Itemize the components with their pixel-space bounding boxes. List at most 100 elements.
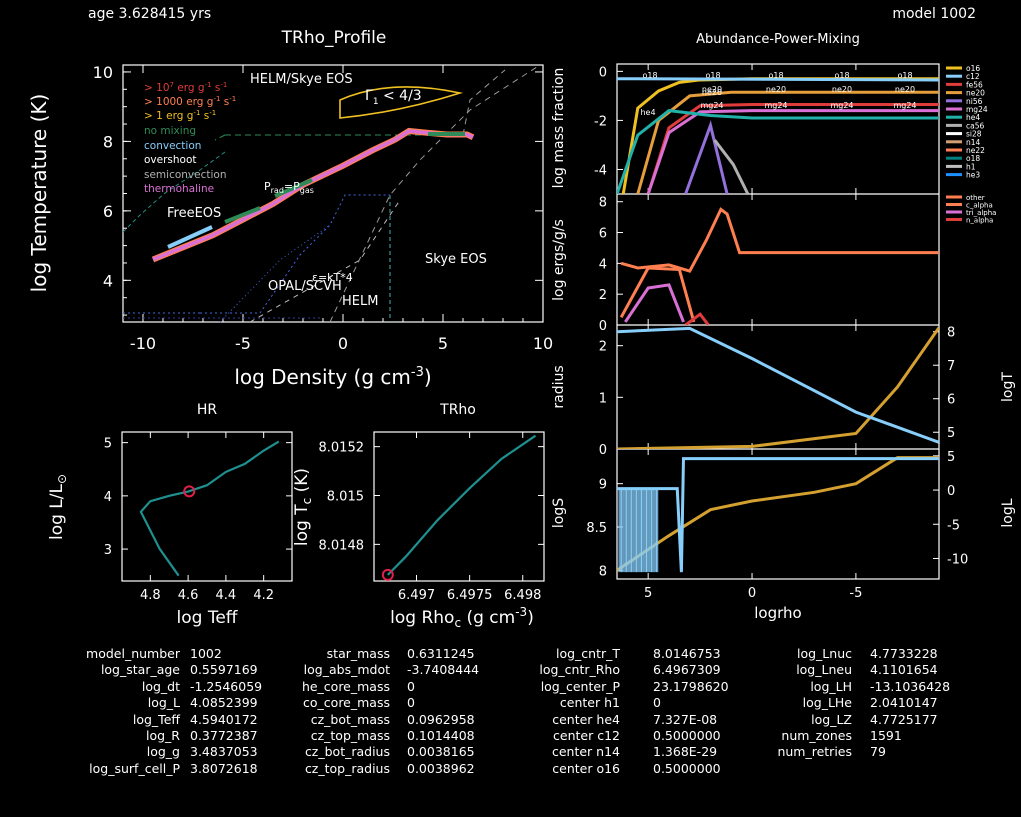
trho-profile-legend: > 107 erg g-1 s-1 > 1000 erg g-1 s-1 > 1… [144, 81, 236, 195]
series-logT [617, 326, 939, 444]
info-col-4: log_Lnuc 4.7733228 log_Lneu 4.1101654 log_LH… [0, 646, 1000, 761]
series-other [619, 266, 696, 323]
legend-label: c12 [966, 72, 980, 81]
legend-label: c_alpha [966, 202, 993, 210]
legend-label: mg24 [966, 105, 988, 114]
info-key: log_surf_cell_P [89, 760, 180, 776]
trho-profile-ticks: -10 -5 0 5 10 4 6 8 10 [93, 63, 554, 353]
info-table: model_number 1002 log_star_age 0.5597169 log… [0, 646, 1021, 786]
info-key: log_R [146, 727, 180, 743]
info-key: center he4 [552, 711, 620, 727]
abundance-ylabel: log mass fraction [551, 68, 567, 189]
trho-title: TRho [439, 402, 476, 418]
info-row: log_cntr_Rho 6.4967309 [0, 662, 800, 678]
info-key: model_number [86, 646, 180, 661]
inline-label: mg24 [700, 101, 723, 110]
info-key: he_core_mass [301, 678, 390, 694]
info-key: cz_top_mass [310, 727, 390, 743]
y-tick-label: -5 [947, 518, 960, 533]
series-c_alpha [620, 207, 939, 273]
y-tick-label: 4 [103, 271, 113, 290]
info-row: log_Lneu 4.1101654 [0, 662, 1000, 678]
trho-ticks: 6.497 6.4975 6.498 8.0148 8.015 8.0152 [319, 432, 544, 603]
inline-label: o18 [897, 71, 912, 80]
series-c12 [617, 77, 939, 82]
info-row: cz_bot_mass 0.0962958 [0, 712, 530, 728]
trho-profile-xlabel: log Density (g cm-3) [234, 365, 431, 389]
y-tick-label: 6 [947, 393, 955, 408]
info-row: log_center_P 23.1798620 [0, 679, 800, 695]
info-key: log_star_age [100, 662, 180, 678]
info-value: 0.0038962 [407, 760, 475, 776]
legend-no-mixing: no mixing [144, 125, 196, 137]
series-logS [617, 456, 939, 572]
inline-label: ne20 [832, 85, 852, 94]
info-value: 0 [407, 678, 415, 694]
series-logL [617, 457, 939, 573]
series-tri_alpha [624, 283, 685, 323]
info-value: 79 [870, 744, 886, 760]
inline-label: ne20 [702, 88, 722, 97]
info-value: 0.0038165 [407, 744, 475, 760]
series-ni56 [684, 120, 729, 194]
info-value: 0.5000000 [653, 727, 721, 743]
info-value: 3.4837053 [190, 744, 258, 760]
info-key: num_zones [781, 727, 852, 743]
info-row: log_g 3.4837053 [0, 744, 330, 760]
legend-label: other [966, 194, 985, 202]
info-row: cz_top_mass 0.1014408 [0, 728, 530, 744]
y-tick-label: 6 [599, 227, 607, 242]
y-tick-label: 8.0152 [319, 441, 365, 456]
info-key: log_Lnuc [797, 646, 852, 661]
info-key: log_Lneu [796, 662, 852, 678]
hr-ylabel: log L/L⊙ [47, 474, 69, 540]
info-value: 6.4967309 [653, 662, 721, 678]
y-tick-label: 8 [947, 326, 955, 341]
logS-ylabel: logS [551, 498, 567, 528]
info-row: log_Lnuc 4.7733228 [0, 646, 1000, 662]
y-tick-label: 8 [103, 132, 113, 151]
info-row: log_dt -1.2546059 [0, 679, 330, 695]
trho-current-marker [381, 568, 394, 581]
x-tick-label: 0 [748, 586, 756, 601]
hr-title: HR [197, 402, 218, 418]
annot-prad: Prad=Pgas [264, 180, 314, 195]
legend-label: fe56 [966, 80, 983, 89]
y-tick-label: -2 [594, 114, 607, 129]
info-value: 0.0962958 [407, 711, 475, 727]
inline-label: ne20 [702, 85, 722, 94]
y-tick-label: -10 [947, 552, 968, 567]
hr-panel: HR 4.8 4.6 4.4 4.2 3 4 5 log Teff log L/L⊙ [47, 402, 293, 628]
info-key: log_LZ [811, 711, 852, 727]
annot-skye: Skye EOS [425, 252, 487, 267]
info-row: model_number 1002 [0, 646, 330, 662]
info-row: co_core_mass 0 [0, 695, 530, 711]
annot-gamma: Γ1 < 4/3 [365, 88, 422, 107]
inline-label: o18 [834, 71, 849, 80]
legend-1e7: > 107 erg g-1 s-1 [144, 81, 227, 94]
info-row: log_LH -13.1036428 [0, 679, 1000, 695]
info-key: center h1 [559, 695, 620, 711]
x-tick-label: 6.497 [398, 588, 435, 603]
info-value: 0.5000000 [653, 760, 721, 776]
y-tick-label: 4 [599, 257, 607, 272]
y-tick-label: 8.015 [327, 490, 364, 505]
info-value: 1002 [190, 646, 222, 661]
info-col-1: model_number 1002 log_star_age 0.5597169 log… [0, 646, 330, 777]
legend-label: o18 [966, 154, 980, 163]
hr-current-marker [183, 485, 196, 498]
series-radius [617, 326, 939, 449]
y-tick-label: 9 [599, 478, 607, 493]
x-tick-label: 5 [644, 586, 652, 601]
y-tick-label: 4 [104, 490, 112, 505]
info-value: 4.1101654 [870, 662, 938, 678]
x-tick-label: -5 [849, 586, 862, 601]
info-value: 1.368E-29 [653, 744, 718, 760]
info-value: 0 [407, 695, 415, 711]
y-tick-label: 8.5 [586, 521, 607, 536]
isotope-legend: o16c12fe56ne20ni56mg24he4ca56si28n14ne22… [946, 64, 988, 180]
info-row: log_LZ 4.7725177 [0, 712, 1000, 728]
trho-profile-ylabel: log Temperature (K) [27, 94, 51, 293]
